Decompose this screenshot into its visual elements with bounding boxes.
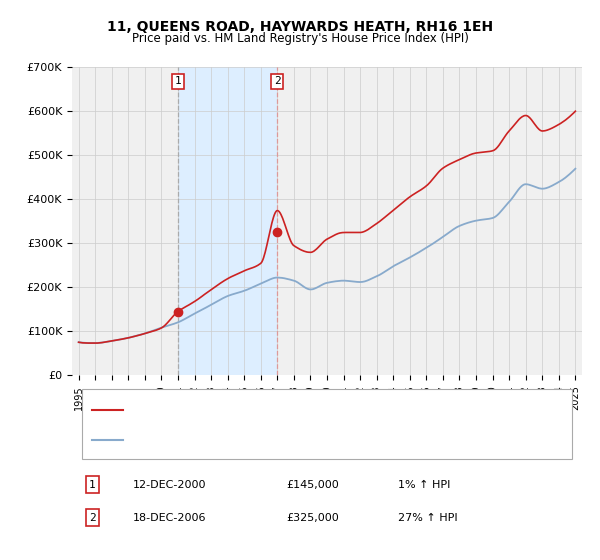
- Text: 2: 2: [89, 512, 96, 522]
- FancyBboxPatch shape: [82, 389, 572, 459]
- Text: 18-DEC-2006: 18-DEC-2006: [133, 512, 206, 522]
- Text: HPI: Average price, semi-detached house, Mid Sussex: HPI: Average price, semi-detached house,…: [133, 435, 401, 445]
- Text: 2: 2: [274, 77, 281, 86]
- Text: 27% ↑ HPI: 27% ↑ HPI: [398, 512, 458, 522]
- Text: 12-DEC-2000: 12-DEC-2000: [133, 480, 206, 489]
- Text: £145,000: £145,000: [286, 480, 339, 489]
- Bar: [178, 67, 277, 375]
- Text: £325,000: £325,000: [286, 512, 339, 522]
- Text: 11, QUEENS ROAD, HAYWARDS HEATH, RH16 1EH (semi-detached house): 11, QUEENS ROAD, HAYWARDS HEATH, RH16 1E…: [133, 405, 500, 415]
- Text: 1: 1: [175, 77, 181, 86]
- Text: 1% ↑ HPI: 1% ↑ HPI: [398, 480, 451, 489]
- Text: 1: 1: [89, 480, 96, 489]
- Text: Price paid vs. HM Land Registry's House Price Index (HPI): Price paid vs. HM Land Registry's House …: [131, 32, 469, 45]
- Text: 11, QUEENS ROAD, HAYWARDS HEATH, RH16 1EH: 11, QUEENS ROAD, HAYWARDS HEATH, RH16 1E…: [107, 20, 493, 34]
